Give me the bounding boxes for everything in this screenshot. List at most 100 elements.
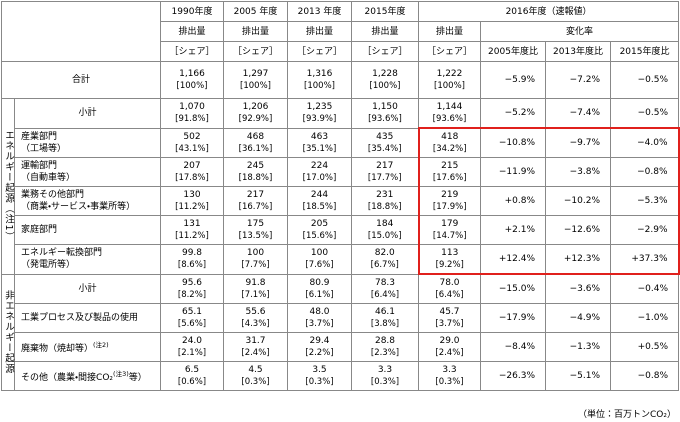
year-header: 2005 年度 bbox=[223, 1, 288, 22]
emission-value: 3.5 bbox=[312, 365, 327, 375]
value-cell: 24.0 [2.1%] bbox=[160, 332, 224, 362]
row-sublabel: （自動車等） bbox=[21, 173, 76, 183]
share-value: [8.2%] bbox=[177, 289, 207, 300]
change-cell: −4.0% bbox=[609, 127, 680, 158]
value-cell: 3.3 [0.3%] bbox=[418, 361, 481, 391]
emission-value: 91.8 bbox=[245, 277, 266, 288]
change-cell: −9.7% bbox=[545, 127, 611, 158]
row-label-text: 家庭部門 bbox=[21, 225, 58, 235]
change-cell: +2.1% bbox=[480, 215, 546, 245]
share-value: [11.2%] bbox=[175, 202, 209, 212]
share-value: [43.1%] bbox=[175, 143, 209, 154]
share-value: [4.3%] bbox=[241, 319, 270, 329]
share-value: [7.7%] bbox=[241, 260, 270, 271]
share-header: ［シェア］ bbox=[351, 41, 419, 62]
share-value: [93.6%] bbox=[432, 114, 467, 124]
change-cell: −11.9% bbox=[480, 157, 546, 187]
value-cell: 29.4 [2.2%] bbox=[287, 332, 352, 362]
unit-note: （単位：百万トンCO₂） bbox=[578, 410, 676, 420]
emission-value: 205 bbox=[310, 219, 329, 229]
value-cell: 1,070 [91.8%] bbox=[160, 98, 224, 129]
emission-value: 1,166 bbox=[179, 69, 205, 79]
row-label: 合計 bbox=[1, 61, 161, 99]
row-label-text: 運輸部門 bbox=[21, 161, 58, 171]
change-cell: −3.6% bbox=[545, 273, 611, 304]
share-value: [0.3%] bbox=[435, 377, 464, 387]
share-value: [100%] bbox=[369, 81, 401, 91]
change-cell: −5.2% bbox=[480, 98, 546, 129]
value-cell: 1,235 [93.9%] bbox=[287, 98, 352, 129]
emission-value: 131 bbox=[183, 219, 201, 229]
share-value: [18.8%] bbox=[238, 173, 273, 183]
change-header: 変化率 bbox=[479, 21, 680, 42]
emission-value: 78.0 bbox=[439, 278, 460, 288]
value-cell: 3.3 [0.3%] bbox=[351, 361, 419, 391]
value-cell: 1,206 [92.9%] bbox=[223, 98, 288, 129]
row-label-text: その他（農業・間接CO₂ bbox=[21, 373, 114, 383]
change-cell: −5.1% bbox=[545, 361, 611, 391]
row-label: その他（農業・間接CO₂(注3)等） bbox=[14, 361, 161, 391]
share-header: ［シェア］ bbox=[223, 41, 288, 62]
emission-value: 100 bbox=[246, 248, 265, 259]
row-label-text: エネルギー転換部門 bbox=[21, 248, 103, 259]
change-cell: −0.4% bbox=[609, 273, 680, 304]
emission-value: 130 bbox=[183, 190, 201, 200]
value-cell: 1,297 [100%] bbox=[223, 61, 288, 99]
share-value: [0.3%] bbox=[241, 377, 270, 387]
share-value: [34.2%] bbox=[432, 144, 467, 154]
emission-header: 排出量 bbox=[223, 21, 288, 42]
emission-value: 24.0 bbox=[181, 336, 203, 346]
change-col-header: 2013年度比 bbox=[545, 41, 611, 62]
data-row: エネルギー起源（注1） 小計 1,070 [91.8%] 1,206 [92.9%] 1,2… bbox=[1, 98, 680, 275]
row-label: 家庭部門 bbox=[14, 215, 161, 245]
share-value: [5.6%] bbox=[177, 319, 207, 329]
value-cell: 46.1 [3.8%] bbox=[351, 303, 419, 333]
value-cell: 91.8 [7.1%] bbox=[223, 273, 288, 304]
emission-value: 245 bbox=[246, 161, 265, 171]
data-row: エネルギー転換部門 （発電所等） 99.8 [8.6%] 100 [7.7%] 100 [7.… bbox=[2, 244, 680, 275]
share-header: ［シェア］ bbox=[160, 41, 224, 62]
value-cell: 244 [18.5%] bbox=[287, 186, 352, 216]
value-cell: 99.8 [8.6%] bbox=[160, 244, 224, 275]
value-cell: 3.5 [0.3%] bbox=[287, 361, 352, 391]
value-cell: 1,316 [100%] bbox=[287, 61, 352, 99]
change-col-header: 2005年度比 bbox=[480, 41, 546, 62]
row-label-text: 工業プロセス及び製品の使用 bbox=[21, 313, 139, 323]
emission-value: 418 bbox=[441, 132, 459, 142]
data-row: 廃棄物（焼却等）(注2) 24.0 [2.1%] 31.7 [2.4%] 29.4 [2.2… bbox=[2, 332, 680, 362]
share-value: [100%] bbox=[240, 81, 271, 91]
emission-value: 48.0 bbox=[309, 307, 330, 317]
value-cell: 78.0 [6.4%] bbox=[418, 273, 481, 304]
change-cell: −2.9% bbox=[609, 215, 680, 245]
change-cell: −10.8% bbox=[480, 127, 546, 158]
share-value: [9.2%] bbox=[435, 260, 464, 270]
value-cell: 29.0 [2.4%] bbox=[418, 332, 481, 362]
value-cell: 1,166 [100%] bbox=[160, 61, 224, 99]
share-value: [8.6%] bbox=[177, 260, 207, 271]
share-value: [3.7%] bbox=[435, 319, 464, 329]
emission-value: 1,228 bbox=[372, 69, 398, 79]
change-cell: −7.2% bbox=[545, 61, 611, 99]
corner-cell bbox=[1, 1, 161, 62]
share-value: [11.2%] bbox=[175, 231, 209, 241]
change-cell: −8.4% bbox=[480, 332, 546, 362]
row-label-text: 廃棄物（焼却等） bbox=[21, 344, 94, 354]
emission-value: 31.7 bbox=[245, 336, 266, 346]
emission-value: 78.3 bbox=[374, 277, 396, 288]
value-cell: 28.8 [2.3%] bbox=[351, 332, 419, 362]
value-cell: 463 [35.1%] bbox=[287, 127, 352, 158]
share-value: [100%] bbox=[434, 81, 465, 91]
emission-value: 219 bbox=[441, 190, 459, 200]
year-header: 2013 年度 bbox=[287, 1, 352, 22]
data-row: 非エネルギー起源 小計 95.6 [8.2%] 91.8 [7.1%] 80.9 [6.1%]… bbox=[1, 273, 680, 391]
share-value: [6.4%] bbox=[370, 289, 400, 300]
share-value: [17.7%] bbox=[367, 173, 402, 183]
share-value: [100%] bbox=[176, 81, 208, 91]
share-value: [7.6%] bbox=[305, 260, 334, 271]
emission-value: 80.9 bbox=[309, 277, 330, 288]
row-label: 運輸部門 （自動車等） bbox=[14, 157, 161, 187]
value-cell: 65.1 [5.6%] bbox=[160, 303, 224, 333]
change-cell: −15.0% bbox=[480, 273, 546, 304]
data-row: 産業部門 （工場等） 502 [43.1%] 468 [36.1%] 463 [35.1%] 4… bbox=[2, 127, 680, 158]
